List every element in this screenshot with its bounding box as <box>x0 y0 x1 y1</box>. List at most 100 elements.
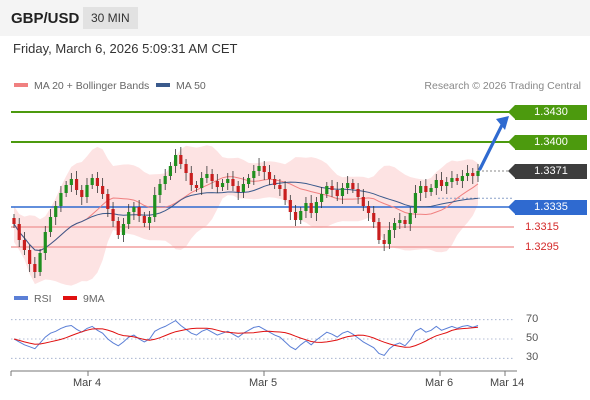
moving-averages <box>13 176 479 252</box>
candle-body-49 <box>267 172 272 179</box>
candle-body-82 <box>439 180 444 186</box>
target-arrow <box>478 116 509 171</box>
candle-body-10 <box>64 185 68 193</box>
candle-body-15 <box>90 178 94 185</box>
candle-body-53 <box>288 200 292 212</box>
candle-body-63 <box>340 188 345 196</box>
candle-body-83 <box>445 182 449 186</box>
rsi-line <box>13 319 479 356</box>
candle-body-55 <box>299 211 303 220</box>
candle-body-22 <box>127 212 131 224</box>
candle-body-1 <box>17 224 21 240</box>
candle-body-76 <box>408 213 412 224</box>
target-arrow-head <box>496 116 509 130</box>
bollinger-fill <box>14 145 478 286</box>
candle-body-88 <box>471 173 475 176</box>
legend-ma9-swatch <box>63 296 77 301</box>
bollinger-bands <box>14 145 478 286</box>
price-label-2: 1.3371 <box>515 163 587 179</box>
candle-body-8 <box>54 206 58 217</box>
candle-body-86 <box>460 176 464 181</box>
candle-body-85 <box>455 178 459 181</box>
legend-rsi-label: RSI <box>34 293 52 305</box>
rsi-ma9-line <box>13 326 479 348</box>
candle-body-3 <box>28 250 32 264</box>
candle-body-62 <box>335 190 339 196</box>
candle-body-7 <box>48 217 53 232</box>
candle-body-80 <box>429 188 433 192</box>
candle-body-17 <box>101 186 105 194</box>
candle-body-5 <box>38 253 42 272</box>
price-label-1: 1.3400 <box>515 134 587 150</box>
candle-body-35 <box>194 185 199 188</box>
candle-body-81 <box>434 180 438 188</box>
candle-body-72 <box>387 230 391 244</box>
candle-body-48 <box>262 166 266 172</box>
candle-body-79 <box>424 186 428 192</box>
candle-body-61 <box>330 186 334 190</box>
price-label-text: 1.3335 <box>534 200 568 213</box>
candle-body-40 <box>220 183 225 187</box>
candle-body-78 <box>419 186 423 193</box>
candle-body-69 <box>372 213 376 222</box>
price-label-text: 1.3400 <box>534 135 568 148</box>
candle-body-26 <box>147 217 152 223</box>
candle-body-37 <box>205 174 209 178</box>
timestamp: Friday, March 6, 2026 5:09:31 AM CET <box>13 41 238 56</box>
candle-body-84 <box>450 178 454 182</box>
candle-body-70 <box>377 222 381 240</box>
price-label-pointer <box>508 134 515 149</box>
price-label-text: 1.3371 <box>534 164 568 177</box>
chart-header: GBP/USD 30 MIN <box>0 0 590 36</box>
candle-body-30 <box>168 166 173 176</box>
candle-body-0 <box>12 218 16 224</box>
price-label-4: 1.3315 <box>506 220 578 235</box>
candle-body-2 <box>22 240 27 250</box>
candle-body-24 <box>137 207 141 216</box>
legend-rsi: RSI <box>14 293 52 305</box>
research-credit: Research © 2026 Trading Central <box>424 80 581 92</box>
instrument-title: GBP/USD <box>11 10 80 27</box>
target-arrow-shaft <box>478 121 505 171</box>
candle-body-52 <box>283 189 287 200</box>
price-label-0: 1.3430 <box>515 104 587 120</box>
candle-body-39 <box>215 181 219 187</box>
legend-ma20-label: MA 20 + Bollinger Bands <box>34 80 150 92</box>
candle-body-21 <box>121 224 126 235</box>
price-label-pointer <box>508 104 515 119</box>
candle-body-77 <box>413 193 418 213</box>
candle-body-43 <box>236 186 240 192</box>
candle-body-42 <box>231 179 235 186</box>
candle-body-33 <box>184 164 188 173</box>
candle-body-89 <box>476 171 480 176</box>
x-tick-label-3: Mar 14 <box>490 377 525 389</box>
candle-body-57 <box>309 203 313 213</box>
price-label-text: 1.3430 <box>534 105 568 118</box>
legend-ma50: MA 50 <box>156 80 206 92</box>
candle-body-12 <box>74 179 79 190</box>
x-tick-label-0: Mar 4 <box>73 377 102 389</box>
candle-body-58 <box>314 202 318 213</box>
price-label-3: 1.3335 <box>515 199 587 215</box>
price-label-text: 1.3315 <box>525 220 559 233</box>
rsi-tick-label-2: 30 <box>526 351 539 364</box>
candle-body-34 <box>189 173 193 185</box>
candle-body-31 <box>174 155 178 166</box>
candle-body-36 <box>200 178 204 188</box>
timeframe-badge[interactable]: 30 MIN <box>83 7 138 29</box>
legend-ma9-label: 9MA <box>83 293 105 305</box>
candle-body-56 <box>304 203 308 211</box>
candle-body-47 <box>257 166 261 171</box>
candle-body-19 <box>111 209 115 221</box>
candle-body-87 <box>465 173 470 176</box>
candle-body-4 <box>33 264 37 272</box>
legend-ma50-swatch <box>156 83 170 88</box>
candle-body-18 <box>106 194 110 209</box>
candle-body-6 <box>43 232 47 253</box>
candle-body-64 <box>346 183 350 188</box>
candle-body-14 <box>85 185 89 197</box>
rsi-tick-label-0: 70 <box>526 312 539 325</box>
candle-body-50 <box>273 179 277 185</box>
candle-body-9 <box>59 193 63 206</box>
